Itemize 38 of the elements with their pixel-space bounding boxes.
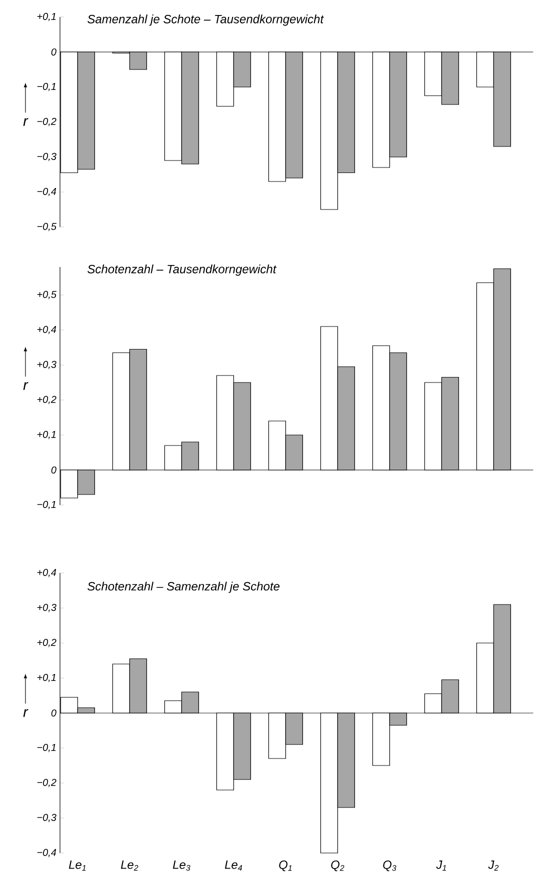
- x-tick-label: Q$_{2}$: [331, 860, 344, 872]
- x-tick-label: Le$_{4}$: [225, 860, 242, 871]
- y-axis-title: r: [24, 709, 29, 717]
- y-tick-label: 0: [52, 48, 57, 56]
- y-tick-label: +0,1: [38, 12, 56, 22]
- y-tick-label: +0,2: [38, 638, 57, 648]
- y-axis-title: r: [24, 118, 29, 126]
- y-tick-label: +0,3: [38, 360, 57, 370]
- x-tick-label: Le$_{2}$: [121, 860, 138, 871]
- y-tick-label: +0,4: [38, 568, 56, 578]
- chart-title: Schotenzahl – Tausendkorngewicht: [88, 264, 277, 276]
- y-axis-title: r: [24, 382, 29, 390]
- y-tick-label: −0,2: [38, 778, 57, 788]
- y-tick-label: 0: [52, 709, 57, 717]
- y-tick-label: −0,1: [38, 744, 56, 752]
- y-tick-label: +0,1: [38, 674, 56, 682]
- x-tick-label: Le$_{1}$: [69, 860, 86, 871]
- y-tick-label: +0,2: [38, 396, 57, 404]
- y-tick-label: +0,1: [38, 430, 56, 440]
- x-tick-label: Q$_{1}$: [279, 860, 292, 872]
- x-tick-label: Le$_{3}$: [173, 860, 191, 871]
- y-tick-label: −0,4: [38, 188, 56, 196]
- y-tick-label: −0,3: [38, 814, 57, 822]
- y-tick-label: −0,2: [38, 118, 57, 126]
- x-tick-label: J$_{1}$: [436, 860, 446, 871]
- y-tick-label: 0: [52, 466, 57, 474]
- y-tick-label: −0,3: [38, 152, 57, 162]
- y-tick-label: +0,4: [38, 326, 56, 334]
- y-tick-label: −0,4: [38, 848, 56, 858]
- chart-title: Samenzahl je Schote – Tausendkorngewicht: [88, 14, 324, 26]
- x-tick-label: J$_{2}$: [488, 860, 499, 871]
- y-tick-label: +0,5: [38, 290, 57, 300]
- y-tick-label: −0,5: [38, 222, 57, 232]
- y-tick-label: −0,1: [38, 82, 56, 92]
- text: Schotenzahl – Samenzahl je Schote: [88, 582, 280, 593]
- y-tick-label: −0,1: [38, 500, 56, 510]
- y-tick-label: +0,3: [38, 604, 57, 612]
- x-tick-label: Q$_{3}$: [383, 860, 396, 872]
